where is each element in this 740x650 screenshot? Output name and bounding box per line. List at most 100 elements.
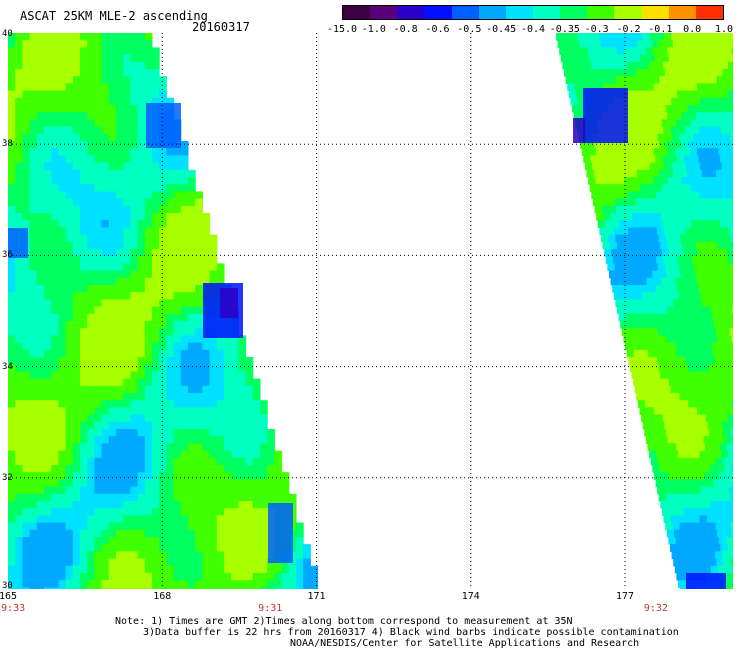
swath-cell — [65, 544, 74, 552]
swath-cell — [564, 40, 573, 48]
swath-cell — [51, 587, 59, 589]
swath-cell — [696, 436, 705, 444]
swath-cell — [58, 90, 67, 99]
swath-cell — [700, 551, 709, 560]
swath-cell — [116, 285, 124, 293]
swath-cell — [202, 479, 211, 488]
swath-cell — [716, 558, 725, 567]
swath-cell — [700, 357, 708, 365]
swath-cell — [274, 565, 283, 574]
swath-cell — [173, 551, 182, 560]
swath-cell — [589, 54, 598, 63]
swath-cell — [288, 573, 297, 581]
swath-cell — [152, 544, 160, 552]
swath-cell — [180, 407, 189, 416]
swath-cell — [623, 76, 631, 84]
swath-cell — [202, 342, 211, 351]
swath-cell — [159, 83, 167, 92]
swath-cell — [101, 378, 110, 387]
swath-cell — [721, 450, 729, 459]
swath-cell — [572, 40, 580, 48]
swath-cell — [690, 184, 699, 192]
swath-cell — [693, 328, 702, 336]
swath-cell — [702, 270, 711, 279]
swath-cell — [123, 105, 131, 113]
swath-cell — [72, 573, 81, 581]
swath-cell — [188, 508, 196, 516]
swath-cell — [725, 148, 733, 156]
swath-cell — [665, 40, 674, 48]
swath-cell — [238, 393, 247, 401]
swath-cell — [721, 227, 730, 236]
swath-cell — [8, 112, 16, 120]
swath-cell — [649, 33, 658, 41]
swath-cell — [116, 371, 124, 380]
swath-cell — [130, 263, 139, 272]
swath-cell — [29, 61, 38, 70]
swath-cell — [58, 126, 67, 135]
swath-cell — [80, 256, 88, 264]
swath-cell — [180, 565, 189, 574]
swath-cell — [123, 371, 131, 380]
swath-cell — [245, 529, 254, 538]
swath-cell — [566, 47, 575, 56]
swath-cell — [720, 61, 729, 70]
swath-cell — [116, 133, 124, 142]
swath-cell — [238, 573, 247, 581]
swath-cell — [152, 263, 160, 272]
swath-cell — [704, 54, 713, 63]
swath-cell — [656, 126, 664, 135]
swath-cell — [123, 321, 131, 329]
swath-cell — [72, 407, 81, 416]
swath-cell — [72, 220, 81, 228]
swath-cell — [707, 551, 716, 560]
swath-cell — [116, 205, 124, 214]
swath-cell — [51, 313, 59, 322]
swath-cell — [22, 587, 31, 589]
swath-cell — [708, 40, 717, 48]
swath-cell — [224, 364, 232, 372]
swath-cell — [44, 321, 52, 329]
swath-cell — [695, 270, 704, 279]
swath-cell — [629, 105, 638, 113]
swath-cell — [173, 263, 182, 272]
swath-cell — [36, 119, 45, 128]
swath-cell — [680, 40, 688, 48]
swath-cell — [660, 148, 669, 156]
swath-cell — [641, 349, 649, 358]
swath-cell — [72, 198, 81, 207]
swath-cell — [702, 205, 711, 214]
swath-cell — [209, 256, 218, 264]
swath-cell — [706, 191, 715, 200]
swath-cell — [65, 573, 74, 581]
swath-cell — [209, 393, 218, 401]
swath-cell — [718, 342, 727, 351]
swath-cell — [44, 400, 52, 408]
swath-cell — [180, 465, 189, 473]
swath-cell — [116, 155, 124, 164]
swath-cell — [195, 292, 203, 300]
swath-cell — [94, 69, 103, 77]
swath-cell — [711, 407, 720, 416]
swath-cell — [65, 486, 74, 495]
swath-cell — [195, 357, 203, 365]
swath-cell — [238, 465, 247, 473]
swath-cell — [617, 148, 626, 156]
swath-cell — [22, 537, 31, 545]
swath-cell — [108, 501, 117, 509]
swath-cell — [623, 205, 632, 214]
swath-cell — [87, 83, 95, 92]
swath-cell — [80, 119, 88, 128]
swath-cell — [202, 277, 211, 286]
swath-cell — [732, 177, 733, 185]
swath-cell — [673, 364, 681, 372]
swath-cell — [101, 119, 110, 128]
swath-cell — [610, 148, 619, 156]
swath-cell — [622, 169, 631, 178]
swath-cell — [652, 177, 661, 185]
swath-cell — [130, 565, 139, 574]
swath-cell — [123, 429, 131, 437]
swath-cell — [144, 551, 153, 560]
swath-cell — [101, 263, 110, 272]
swath-cell — [704, 407, 712, 416]
